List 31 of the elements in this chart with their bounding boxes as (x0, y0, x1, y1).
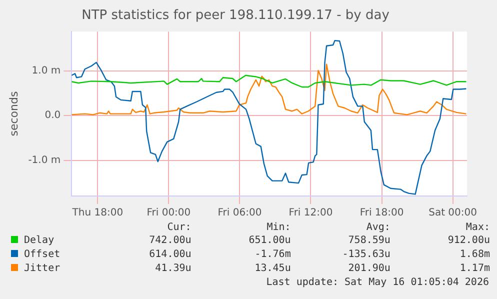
text: 41.39u (154, 262, 192, 276)
text: 758.59u (347, 234, 390, 248)
y-tick-label: 1.0 m (32, 66, 61, 77)
text: Max: (464, 222, 490, 234)
x-tick-label: Fri 18:00 (360, 208, 404, 219)
text: 614.00u (148, 248, 192, 262)
legend-label: Delay (24, 235, 54, 246)
chart-title: NTP statistics for peer 198.110.199.17 - by day (82, 8, 390, 24)
legend-label: Jitter (24, 263, 60, 274)
y-tick-label: 0.0 (44, 110, 61, 122)
text: Min: (266, 222, 291, 234)
x-tick-label: Thu 18:00 (71, 208, 124, 219)
text: 1.68m (458, 248, 490, 262)
text: 201.90u (347, 262, 390, 276)
legend-label: Offset (24, 249, 60, 260)
y-axis-title: seconds (7, 91, 20, 136)
x-tick-label: Fri 00:00 (146, 208, 191, 219)
text: 651.00u (248, 234, 291, 248)
x-tick-label: Sat 00:00 (428, 208, 477, 219)
text: 912.00u (446, 234, 490, 248)
text: Last update: Sat May 16 01:05:04 2026 (265, 276, 490, 290)
y-tick-label: -1.0 m (28, 154, 61, 166)
text: 742.00u (148, 234, 192, 248)
text: -1.76m (254, 248, 291, 262)
text: -135.63u (341, 248, 390, 262)
text: Avg: (365, 222, 390, 234)
x-tick-label: Fri 12:00 (288, 208, 333, 219)
text: 13.45u (254, 262, 291, 276)
x-tick-label: Fri 06:00 (218, 208, 262, 219)
text: 1.17m (458, 262, 490, 276)
text: Cur: (166, 222, 192, 234)
